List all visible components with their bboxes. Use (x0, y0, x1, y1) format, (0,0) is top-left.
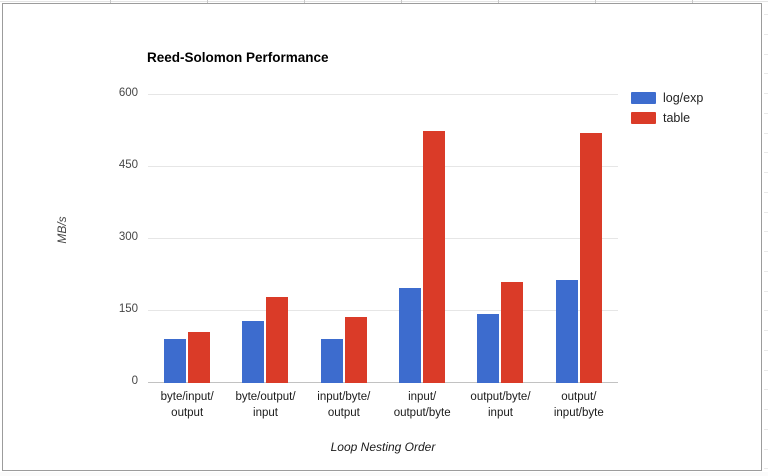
gridline-0 (148, 382, 618, 383)
bar-table-2[interactable] (266, 296, 289, 383)
legend-swatch-blue (631, 92, 656, 104)
bar-table-5[interactable] (501, 282, 524, 383)
spreadsheet-column-tick (692, 0, 693, 3)
bar-group-4 (383, 95, 461, 383)
chart-frame-border (2, 3, 762, 471)
x-tick-label-3: input/byte/ output (317, 391, 371, 419)
spreadsheet-column-tick (110, 0, 111, 3)
x-axis-title: Loop Nesting Order (330, 440, 436, 454)
bar-group-1 (148, 95, 226, 383)
spreadsheet-column-tick (498, 0, 499, 3)
spreadsheet-top-gridline (0, 1, 768, 2)
x-tick-label-5: output/byte/ input (470, 391, 531, 419)
x-tick-label-1: byte/input/ output (160, 391, 214, 419)
spreadsheet-row-gridline (764, 192, 768, 193)
y-tick-label-150: 150 (118, 303, 138, 315)
bar-logexp-2[interactable] (242, 320, 265, 383)
spreadsheet-row-gridline (764, 310, 768, 311)
y-axis-title: MB/s (55, 216, 69, 244)
legend-item-logexp: log/exp (631, 91, 704, 105)
spreadsheet-row-gridline (764, 370, 768, 371)
gridline-300 (148, 238, 618, 239)
chart-title: Reed-Solomon Performance (147, 50, 329, 65)
spreadsheet-row-gridline (764, 251, 768, 252)
spreadsheet-row-gridline (764, 14, 768, 15)
bar-table-3[interactable] (344, 317, 367, 383)
bar-logexp-6[interactable] (555, 279, 578, 383)
spreadsheet-column-tick (595, 0, 596, 3)
spreadsheet-row-gridline (764, 231, 768, 232)
y-tick-label-300: 300 (118, 231, 138, 243)
plot-area (148, 94, 618, 383)
spreadsheet-column-tick (401, 0, 402, 3)
spreadsheet-row-gridline (764, 291, 768, 292)
x-axis-tick-labels: byte/input/ output byte/output/ input inpu… (148, 389, 618, 421)
spreadsheet-row-gridline (764, 172, 768, 173)
legend: log/exp table (631, 91, 704, 132)
spreadsheet-row-gridline (764, 152, 768, 153)
spreadsheet-row-gridline (764, 330, 768, 331)
bar-table-4[interactable] (423, 130, 446, 383)
spreadsheet-row-gridline (764, 34, 768, 35)
bar-table-6[interactable] (579, 133, 602, 383)
spreadsheet-row-gridline (764, 93, 768, 94)
bar-group-5 (461, 95, 539, 383)
spreadsheet-bottom-strip (0, 472, 768, 476)
legend-item-table: table (631, 111, 703, 125)
y-tick-label-600: 600 (118, 87, 138, 99)
spreadsheet-row-gridline (764, 389, 768, 390)
bar-group-6 (540, 95, 618, 383)
spreadsheet-row-gridline (764, 468, 768, 469)
bar-group-2 (226, 95, 304, 383)
spreadsheet-row-gridline (764, 350, 768, 351)
spreadsheet-row-gridline (764, 54, 768, 55)
bar-logexp-5[interactable] (477, 314, 500, 383)
bar-group-3 (305, 95, 383, 383)
bar-logexp-1[interactable] (164, 338, 187, 383)
spreadsheet-row-gridline (764, 429, 768, 430)
y-tick-label-450: 450 (118, 159, 138, 171)
bar-logexp-4[interactable] (399, 287, 422, 383)
y-tick-label-0: 0 (131, 375, 138, 387)
gridline-600 (148, 94, 618, 95)
x-tick-label-2: byte/output/ input (235, 391, 296, 419)
bar-table-1[interactable] (188, 331, 211, 383)
spreadsheet-row-gridline (764, 409, 768, 410)
legend-swatch-red (631, 112, 656, 124)
gridline-450 (148, 166, 618, 167)
spreadsheet-row-gridline (764, 449, 768, 450)
bar-logexp-3[interactable] (320, 338, 343, 383)
x-tick-label-4: input/ output/byte (393, 391, 451, 419)
spreadsheet-column-tick (304, 0, 305, 3)
spreadsheet-row-gridline (764, 133, 768, 134)
spreadsheet-row-gridline (764, 73, 768, 74)
spreadsheet-column-tick (207, 0, 208, 3)
x-tick-label-6: output/ input/byte (553, 391, 604, 419)
spreadsheet-row-gridline (764, 113, 768, 114)
legend-label-logexp: log/exp (663, 91, 704, 105)
gridline-150 (148, 310, 618, 311)
legend-label-table: table (663, 111, 691, 125)
spreadsheet-row-gridline (764, 271, 768, 272)
spreadsheet-row-gridline (764, 212, 768, 213)
